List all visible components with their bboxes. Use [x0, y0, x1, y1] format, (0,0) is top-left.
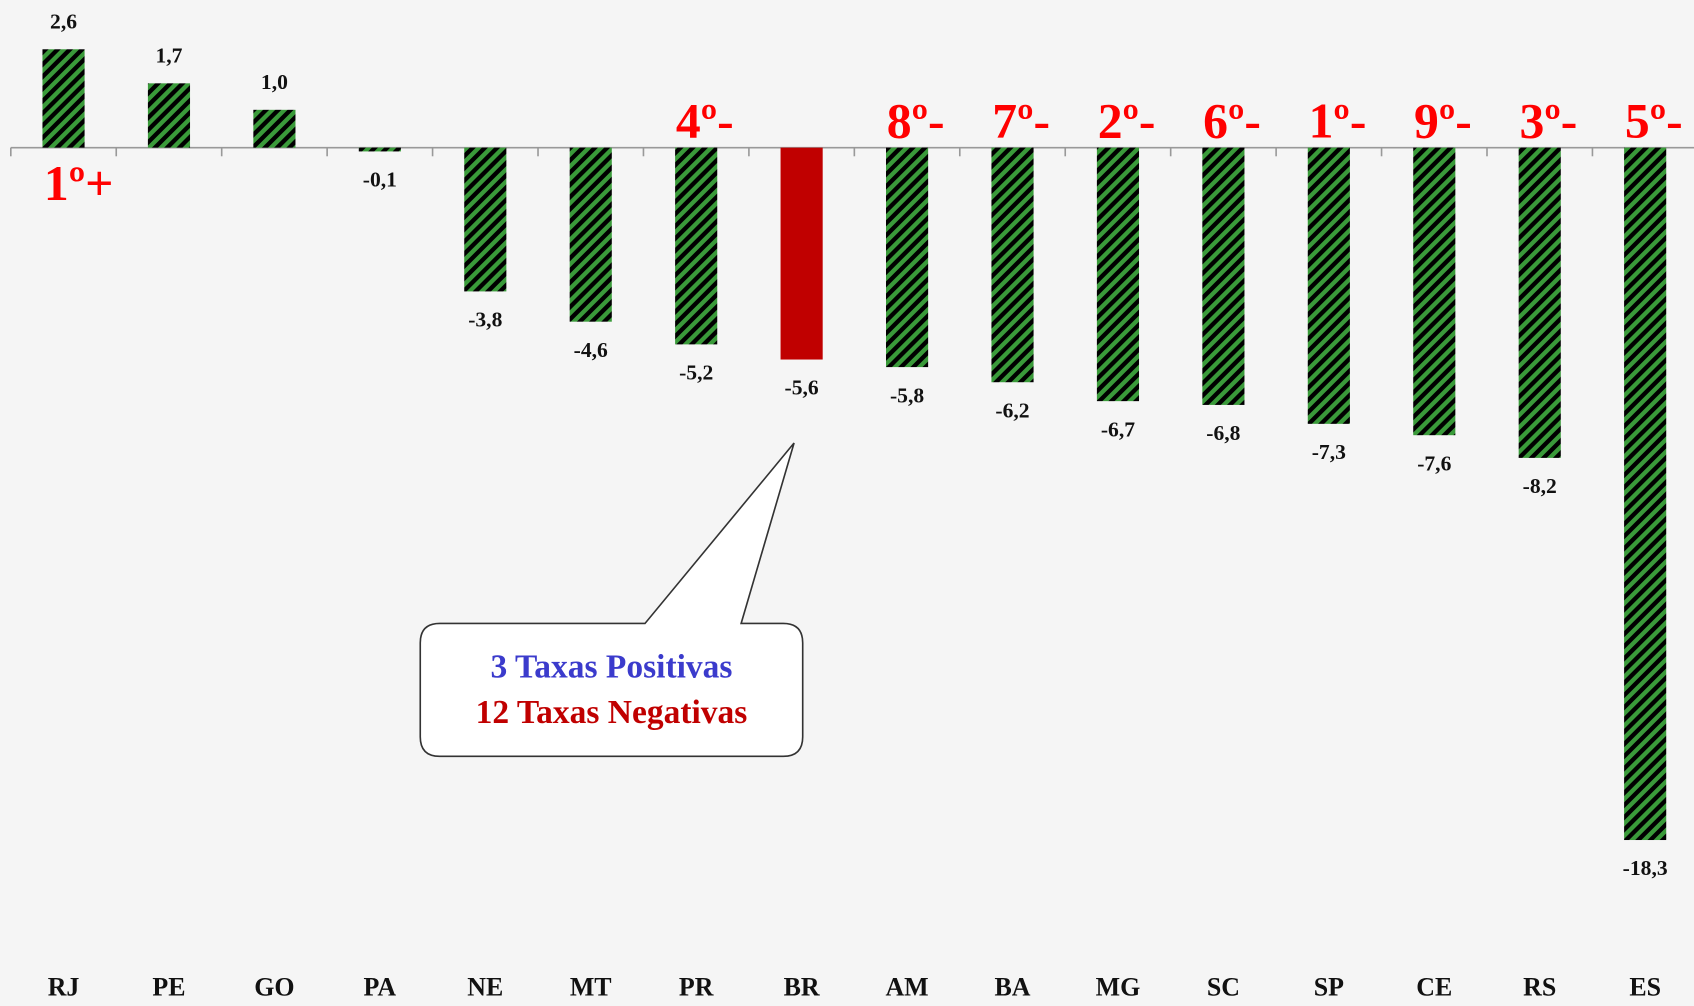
bar — [1307, 147, 1350, 424]
bar — [42, 49, 85, 148]
rank-label: 9º- — [1414, 93, 1472, 148]
value-label: 1,0 — [261, 70, 288, 94]
rank-label: 8º- — [887, 93, 945, 148]
x-tick-label: SP — [1314, 973, 1344, 1002]
x-tick-label: NE — [467, 973, 503, 1002]
x-tick-label: BA — [995, 973, 1031, 1002]
x-tick-label: PA — [364, 973, 397, 1002]
x-tick-label: PR — [679, 973, 714, 1002]
callout — [419, 442, 804, 758]
bar — [1096, 147, 1140, 402]
value-label: -6,7 — [1101, 417, 1135, 441]
value-label: -18,3 — [1623, 856, 1668, 880]
bar — [147, 83, 191, 148]
value-label: -5,6 — [785, 376, 819, 400]
bar — [253, 109, 296, 148]
bar — [1518, 147, 1561, 458]
x-tick-label: RJ — [48, 973, 80, 1002]
rank-label: 5º- — [1625, 93, 1683, 148]
x-tick-label: MG — [1096, 973, 1141, 1002]
bar — [1202, 147, 1245, 405]
x-tick-label: GO — [254, 973, 294, 1002]
x-tick-label: SC — [1207, 973, 1240, 1002]
value-label: -6,8 — [1206, 421, 1240, 445]
rank-label: 1º- — [1309, 93, 1367, 148]
value-label: -7,3 — [1312, 440, 1346, 464]
value-label: -0,1 — [363, 168, 397, 192]
bar — [1624, 147, 1667, 841]
x-tick-label: PE — [152, 973, 185, 1002]
bar — [675, 147, 718, 345]
rank-label: 7º- — [992, 93, 1050, 148]
bar — [1413, 147, 1456, 436]
bar — [886, 147, 929, 368]
callout-box — [419, 442, 804, 758]
value-label: -3,8 — [468, 308, 502, 332]
x-tick-label: RS — [1523, 973, 1556, 1002]
bar — [991, 147, 1034, 383]
callout-text: 12 Taxas Negativas — [476, 694, 748, 731]
x-tick-label: ES — [1629, 973, 1661, 1002]
rank-label: 6º- — [1203, 93, 1261, 148]
x-tick-label: AM — [885, 973, 928, 1002]
value-label: 1,7 — [155, 43, 182, 67]
x-tick-label: MT — [570, 973, 612, 1002]
rank-label: 4º- — [676, 93, 734, 148]
rank-label: 1º+ — [44, 156, 114, 211]
x-tick-label: CE — [1416, 973, 1452, 1002]
value-label: -8,2 — [1523, 474, 1557, 498]
x-tick-label: BR — [784, 973, 820, 1002]
bar — [464, 147, 507, 292]
callout-text: 3 Taxas Positivas — [491, 649, 733, 686]
value-label: -5,2 — [679, 361, 713, 385]
bar — [358, 147, 401, 152]
value-label: -4,6 — [574, 338, 608, 362]
value-label: -5,8 — [890, 383, 924, 407]
bar — [569, 147, 612, 322]
rank-label: 3º- — [1519, 93, 1577, 148]
value-label: -7,6 — [1417, 451, 1451, 475]
value-label: 2,6 — [50, 9, 77, 33]
bar — [780, 147, 823, 360]
rank-label: 2º- — [1098, 93, 1156, 148]
value-label: -6,2 — [995, 398, 1029, 422]
